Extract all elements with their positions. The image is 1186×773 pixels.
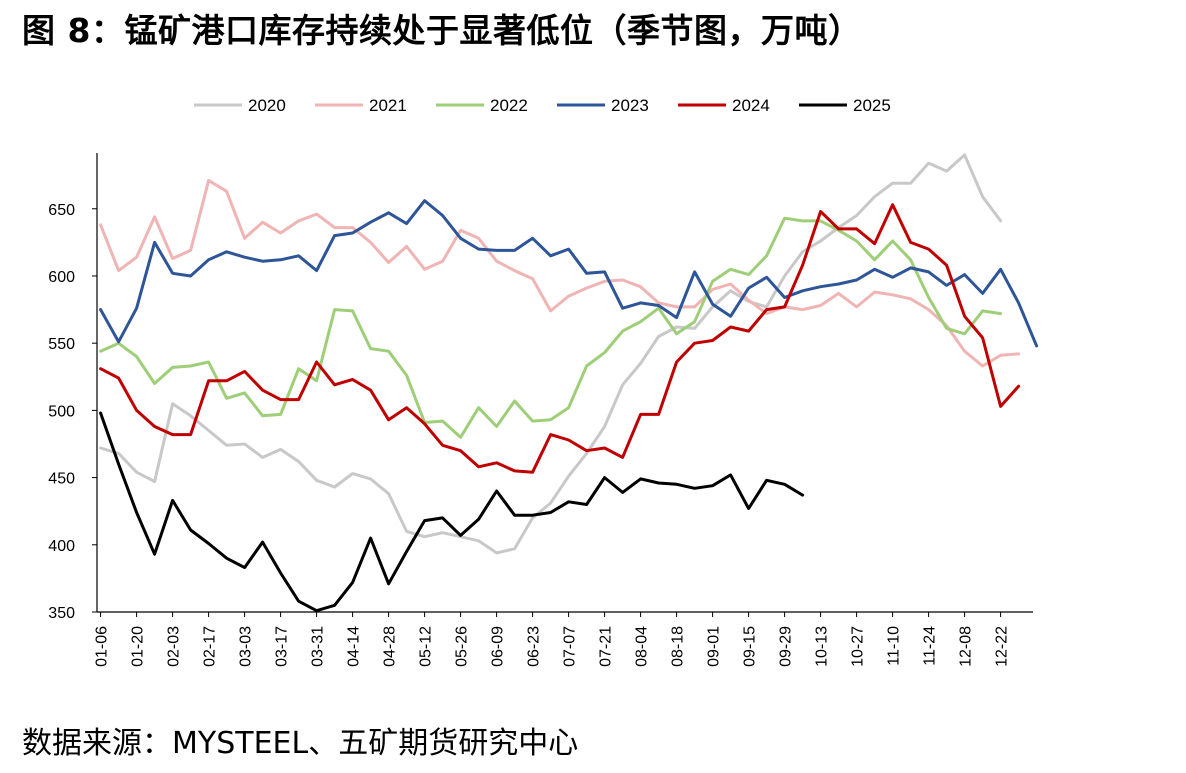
x-tick-label: 09-15 <box>742 626 759 667</box>
chart-series <box>99 153 1039 613</box>
x-tick-label: 10-13 <box>814 626 831 667</box>
x-tick-label: 09-01 <box>706 626 723 667</box>
series-line-2025 <box>99 411 805 613</box>
x-tick-label: 04-14 <box>346 626 363 667</box>
y-tick-label: 550 <box>48 336 75 353</box>
x-tick-label: 06-23 <box>526 626 543 667</box>
x-tick-label: 03-31 <box>310 626 327 667</box>
chart-legend: 2020 2021 2022 2023 2024 2025 <box>194 96 891 115</box>
legend-label-2021: 2021 <box>369 96 407 115</box>
legend-label-2020: 2020 <box>248 96 286 115</box>
x-tick-label: 08-18 <box>670 626 687 667</box>
x-tick-label: 06-09 <box>490 626 507 667</box>
y-tick-label: 500 <box>48 403 75 420</box>
x-tick-label: 03-17 <box>274 626 291 667</box>
x-tick-label: 12-08 <box>958 626 975 667</box>
series-line-2022 <box>99 216 1003 439</box>
series-line-2021 <box>99 179 1021 368</box>
x-tick-label: 11-24 <box>922 626 939 666</box>
series-line-2023 <box>99 199 1039 348</box>
chart-title: 图 8：锰矿港口库存持续处于显著低位（季节图，万吨） <box>22 11 862 50</box>
x-tick-label: 02-17 <box>202 626 219 667</box>
x-tick-label: 04-28 <box>382 626 399 667</box>
legend-label-2023: 2023 <box>611 96 649 115</box>
y-tick-label: 400 <box>48 538 75 555</box>
y-tick-label: 650 <box>48 202 75 219</box>
legend-label-2022: 2022 <box>490 96 528 115</box>
x-tick-label: 05-12 <box>418 626 435 667</box>
x-tick-label: 12-22 <box>994 626 1011 667</box>
x-tick-label: 11-10 <box>886 626 903 666</box>
data-source-note: 数据来源：MYSTEEL、五矿期货研究中心 <box>22 726 579 761</box>
x-tick-label: 02-03 <box>166 626 183 667</box>
chart-axes: 350 400 450 500 550 600 650 01-06 01-20 02-03 02-1… <box>48 153 1033 667</box>
x-tick-label: 05-26 <box>454 626 471 667</box>
legend-label-2025: 2025 <box>853 96 891 115</box>
x-tick-label: 08-04 <box>634 626 651 667</box>
series-line-2020 <box>99 153 1003 555</box>
x-tick-label: 07-21 <box>598 626 615 667</box>
y-tick-label: 600 <box>48 269 75 286</box>
x-tick-label: 07-07 <box>562 626 579 667</box>
legend-label-2024: 2024 <box>732 96 770 115</box>
y-tick-label: 450 <box>48 471 75 488</box>
x-tick-label: 01-06 <box>94 626 111 667</box>
series-line-2024 <box>99 203 1021 474</box>
x-tick-label: 09-29 <box>778 626 795 667</box>
x-tick-label: 01-20 <box>130 626 147 667</box>
y-tick-label: 350 <box>48 605 75 622</box>
x-tick-label: 10-27 <box>850 626 867 667</box>
x-tick-label: 03-03 <box>238 626 255 667</box>
